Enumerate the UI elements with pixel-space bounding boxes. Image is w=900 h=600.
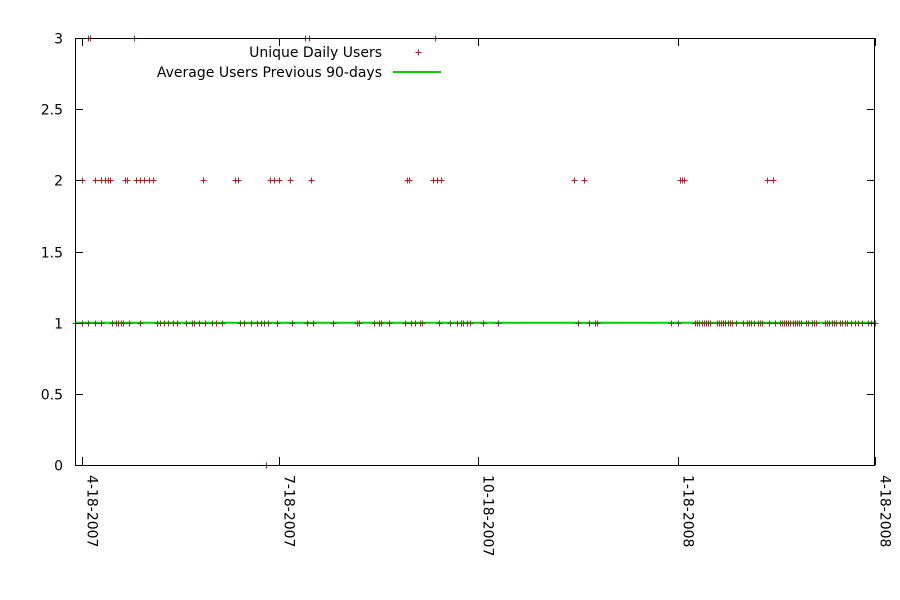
data-point: [356, 320, 363, 327]
data-point: [859, 320, 866, 327]
data-point: [594, 320, 601, 327]
data-point: [586, 320, 593, 327]
legend-label-average-users: Average Users Previous 90-days: [157, 65, 382, 81]
legend: Unique Daily Users Average Users Previou…: [157, 45, 441, 81]
data-point: [98, 320, 105, 327]
data-point: [276, 177, 283, 184]
data-point: [581, 177, 588, 184]
data-point: [308, 177, 315, 184]
data-point: [330, 320, 337, 327]
data-point: [571, 177, 578, 184]
data-point: [378, 320, 385, 327]
data-point: [406, 177, 413, 184]
data-point: [137, 320, 144, 327]
data-point: [235, 177, 242, 184]
data-point: [241, 320, 248, 327]
data-point: [150, 177, 157, 184]
data-point: [265, 320, 272, 327]
data-point: [85, 320, 92, 327]
data-point: [402, 320, 409, 327]
data-point: [707, 320, 714, 327]
x-tick-label: 1-18-2008: [680, 475, 696, 547]
data-point: [274, 320, 281, 327]
legend-marker-unique-daily-users: [415, 49, 422, 56]
y-tick-label: 0.5: [41, 388, 63, 404]
data-point: [480, 320, 487, 327]
legend-plus-mark: [415, 49, 422, 56]
legend-label-unique-daily-users: Unique Daily Users: [249, 45, 382, 61]
y-tick-label: 2: [54, 174, 63, 190]
data-point: [287, 177, 294, 184]
data-point: [200, 177, 207, 184]
y-tick-label: 0: [54, 459, 63, 475]
x-tick-label: 4-18-2008: [877, 475, 893, 547]
data-point: [92, 320, 99, 327]
x-axis: 4-18-2007 7-18-2007 10-18-2007 1-18-2008 4-1…: [82, 38, 893, 556]
data-point: [213, 320, 220, 327]
data-point: [575, 320, 582, 327]
data-point: [813, 320, 820, 327]
plot-frame: [75, 38, 875, 466]
data-point: [126, 320, 133, 327]
data-point: [124, 177, 131, 184]
data-point: [92, 177, 99, 184]
data-point: [120, 320, 127, 327]
data-point: [304, 320, 311, 327]
data-point: [495, 320, 502, 327]
data-point: [310, 320, 317, 327]
x-tick-label: 4-18-2007: [84, 475, 100, 547]
x-tick-label: 10-18-2007: [480, 475, 496, 556]
data-point: [386, 320, 393, 327]
data-point: [733, 320, 740, 327]
y-axis: 0 0.5 1 1.5 2 2.5 3: [41, 32, 875, 475]
data-point: [770, 177, 777, 184]
data-point: [467, 320, 474, 327]
data-point: [766, 320, 773, 327]
data-point: [764, 177, 771, 184]
data-point: [759, 320, 766, 327]
data-point: [107, 177, 114, 184]
data-point: [438, 177, 445, 184]
y-tick-label: 1: [54, 317, 63, 333]
data-point: [289, 320, 296, 327]
data-point: [436, 320, 443, 327]
data-point: [174, 320, 181, 327]
data-point: [219, 320, 226, 327]
data-marks: [72, 35, 879, 469]
x-tick-label: 7-18-2007: [281, 475, 297, 547]
data-point: [196, 320, 203, 327]
data-point: [675, 320, 682, 327]
y-tick-label: 2.5: [41, 103, 63, 119]
data-point: [202, 320, 209, 327]
data-point: [248, 320, 255, 327]
data-point: [183, 320, 190, 327]
data-point: [447, 320, 454, 327]
y-tick-label: 1.5: [41, 246, 63, 262]
data-point: [681, 177, 688, 184]
data-point: [668, 320, 675, 327]
y-tick-label: 3: [54, 32, 63, 48]
data-point: [419, 320, 426, 327]
